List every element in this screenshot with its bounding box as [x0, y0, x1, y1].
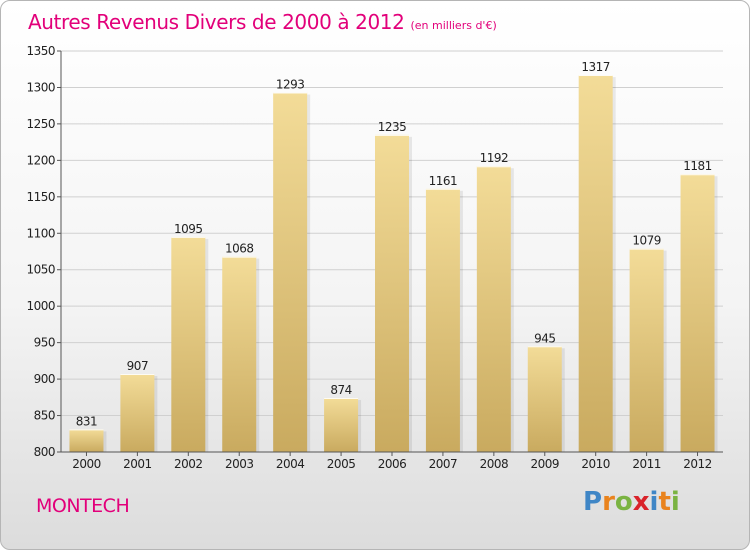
x-tick-label: 2011 — [632, 457, 661, 471]
data-label: 907 — [127, 359, 148, 373]
y-tick-label: 1100 — [26, 226, 55, 240]
bar — [629, 248, 664, 452]
bar — [578, 75, 613, 452]
axis-layer: 800 850 900 950 1000 1050 1100 1150 1200 1250 1300… — [26, 44, 723, 471]
x-tick-label: 2006 — [378, 457, 407, 471]
data-label: 1079 — [632, 234, 661, 248]
data-label: 874 — [330, 383, 351, 397]
data-label: 1192 — [480, 151, 509, 165]
bar — [527, 346, 562, 452]
proxiti-logo: Proxiti — [583, 487, 680, 517]
bar-layer: 831 907 1095 1068 1293 874 1235 1161 1192 945 1317… — [69, 60, 718, 453]
x-tick-label: 2002 — [174, 457, 203, 471]
data-label: 1235 — [378, 120, 407, 134]
place-name: MONTECH — [36, 495, 130, 517]
logo-letter: i — [670, 487, 680, 517]
logo-letter: r — [602, 487, 615, 517]
logo-letter: x — [632, 487, 650, 517]
y-tick-label: 1300 — [26, 80, 55, 94]
chart-title: Autres Revenus Divers de 2000 à 2012 (en … — [28, 10, 497, 34]
x-tick-label: 2010 — [581, 457, 610, 471]
data-label: 945 — [534, 331, 555, 345]
y-tick-label: 1050 — [26, 263, 55, 277]
x-tick-label: 2007 — [429, 457, 458, 471]
x-tick-label: 2005 — [327, 457, 356, 471]
y-tick-label: 1350 — [26, 44, 55, 58]
y-tick-label: 800 — [34, 445, 55, 459]
y-tick-label: 1200 — [26, 153, 55, 167]
bar — [222, 256, 257, 452]
y-tick-label: 900 — [34, 372, 55, 386]
chart-subtitle: (en milliers d'€) — [410, 19, 497, 32]
data-label: 1317 — [581, 60, 610, 74]
x-tick-label: 2008 — [480, 457, 509, 471]
bar — [69, 429, 104, 452]
x-tick-label: 2001 — [123, 457, 152, 471]
chart-title-text: Autres Revenus Divers de 2000 à 2012 — [28, 10, 405, 34]
bar — [425, 188, 460, 452]
data-label: 1181 — [683, 159, 712, 173]
bar — [120, 373, 155, 452]
logo-letter: P — [583, 487, 603, 517]
data-label: 1095 — [174, 222, 203, 236]
y-tick-label: 1150 — [26, 190, 55, 204]
y-tick-label: 850 — [34, 409, 55, 423]
y-tick-label: 1250 — [26, 117, 55, 131]
logo-letter: i — [649, 487, 659, 517]
x-tick-label: 2000 — [72, 457, 101, 471]
x-tick-label: 2009 — [530, 457, 559, 471]
bar — [273, 92, 308, 453]
logo-letter: t — [658, 487, 671, 517]
x-tick-label: 2012 — [683, 457, 712, 471]
data-label: 1293 — [276, 78, 305, 92]
y-tick-label: 950 — [34, 336, 55, 350]
bar — [324, 398, 359, 452]
bar — [680, 174, 715, 452]
bar — [375, 134, 409, 452]
bar — [476, 166, 511, 453]
y-tick-label: 1000 — [26, 299, 55, 313]
data-label: 1161 — [429, 174, 458, 188]
bar — [171, 236, 206, 452]
data-label: 1068 — [225, 242, 254, 256]
x-tick-label: 2004 — [276, 457, 305, 471]
data-label: 831 — [76, 414, 97, 428]
x-tick-label: 2003 — [225, 457, 254, 471]
logo-letter: o — [614, 487, 633, 517]
